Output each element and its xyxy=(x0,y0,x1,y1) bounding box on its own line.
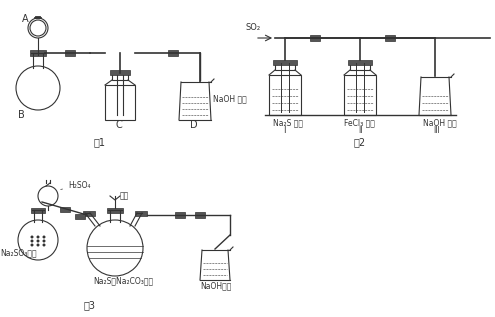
Bar xyxy=(110,70,130,75)
Bar xyxy=(269,75,301,115)
Bar xyxy=(65,50,75,56)
Text: II: II xyxy=(358,126,362,135)
Bar xyxy=(273,60,297,65)
Bar xyxy=(310,35,320,41)
Text: III: III xyxy=(433,126,440,135)
Bar xyxy=(348,60,372,65)
Bar xyxy=(107,208,123,213)
Text: NaOH 溶液: NaOH 溶液 xyxy=(213,94,247,103)
Bar xyxy=(344,75,376,115)
Text: I: I xyxy=(283,126,286,135)
Text: 图1: 图1 xyxy=(94,137,106,147)
Text: FeCl₃ 溶液: FeCl₃ 溶液 xyxy=(344,118,375,127)
Text: D: D xyxy=(190,120,198,130)
Text: Na₂S 溶液: Na₂S 溶液 xyxy=(273,118,303,127)
Text: C: C xyxy=(115,120,122,130)
Bar xyxy=(83,211,95,216)
Text: SO₂: SO₂ xyxy=(245,23,260,32)
Circle shape xyxy=(31,240,34,243)
Bar xyxy=(385,35,395,41)
Bar xyxy=(175,212,185,218)
Text: 图3: 图3 xyxy=(84,300,96,310)
Bar xyxy=(195,212,205,218)
Text: NaOH 溶液: NaOH 溶液 xyxy=(423,118,457,127)
Text: H₂SO₄: H₂SO₄ xyxy=(61,181,91,190)
Text: 搅拌: 搅拌 xyxy=(120,191,129,200)
Circle shape xyxy=(37,236,40,238)
Text: NaOH溶液: NaOH溶液 xyxy=(200,281,231,290)
Bar xyxy=(31,208,45,213)
Circle shape xyxy=(37,243,40,247)
Text: B: B xyxy=(18,110,25,120)
Bar xyxy=(275,62,295,70)
Circle shape xyxy=(31,243,34,247)
Circle shape xyxy=(43,240,46,243)
Bar xyxy=(60,207,70,212)
Bar xyxy=(75,214,85,219)
Circle shape xyxy=(31,236,34,238)
Circle shape xyxy=(37,240,40,243)
Bar xyxy=(168,50,178,56)
Bar xyxy=(30,50,46,56)
Text: Na₂S、Na₂CO₃溶液: Na₂S、Na₂CO₃溶液 xyxy=(93,276,153,285)
Circle shape xyxy=(43,236,46,238)
Bar xyxy=(135,211,147,216)
Circle shape xyxy=(43,243,46,247)
Text: Na₂SO₃固体: Na₂SO₃固体 xyxy=(0,248,37,257)
Text: 图2: 图2 xyxy=(354,137,366,147)
Bar xyxy=(105,85,135,120)
Bar xyxy=(350,62,370,70)
Bar xyxy=(112,72,128,80)
Text: A: A xyxy=(22,14,29,24)
